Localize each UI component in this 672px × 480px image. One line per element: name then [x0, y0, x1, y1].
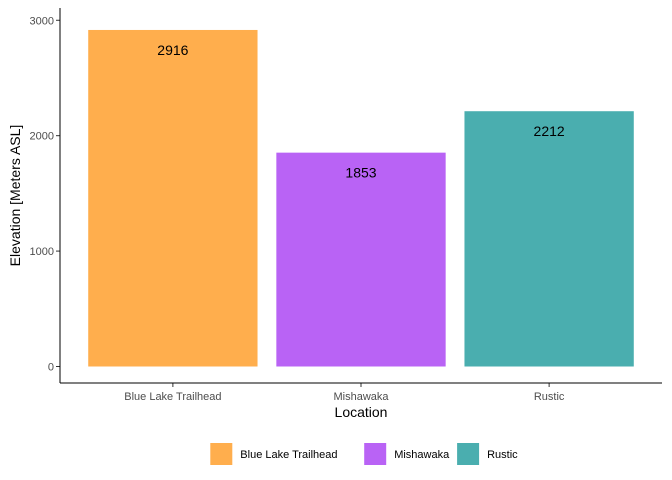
legend-label: Mishawaka — [394, 449, 450, 461]
x-tick-label: Blue Lake Trailhead — [124, 391, 221, 403]
y-axis-title: Elevation [Meters ASL] — [7, 125, 23, 267]
y-tick-label: 0 — [48, 362, 54, 374]
legend-key — [364, 443, 387, 465]
y-tick-label: 2000 — [30, 131, 54, 143]
legend-label: Blue Lake Trailhead — [240, 449, 337, 461]
y-tick-label: 3000 — [30, 15, 54, 27]
bar — [88, 29, 258, 367]
bar — [276, 152, 446, 367]
x-tick-label: Mishawaka — [333, 391, 389, 403]
legend-label: Rustic — [487, 449, 518, 461]
x-axis-title: Location — [335, 404, 388, 420]
y-axis-ticks: 0 1000 2000 3000 — [30, 15, 60, 374]
bars: 2916 1853 2212 — [88, 29, 634, 367]
bar — [464, 111, 634, 367]
bar-value-label: 1853 — [345, 165, 376, 181]
legend-key — [210, 443, 233, 465]
bar-value-label: 2916 — [157, 42, 188, 58]
legend: Blue Lake Trailhead Mishawaka Rustic — [210, 443, 518, 465]
bar-value-label: 2212 — [534, 123, 565, 139]
legend-key — [457, 443, 480, 465]
y-tick-label: 1000 — [30, 246, 54, 258]
x-axis-ticks: Blue Lake Trailhead Mishawaka Rustic — [124, 383, 565, 403]
x-tick-label: Rustic — [534, 391, 565, 403]
